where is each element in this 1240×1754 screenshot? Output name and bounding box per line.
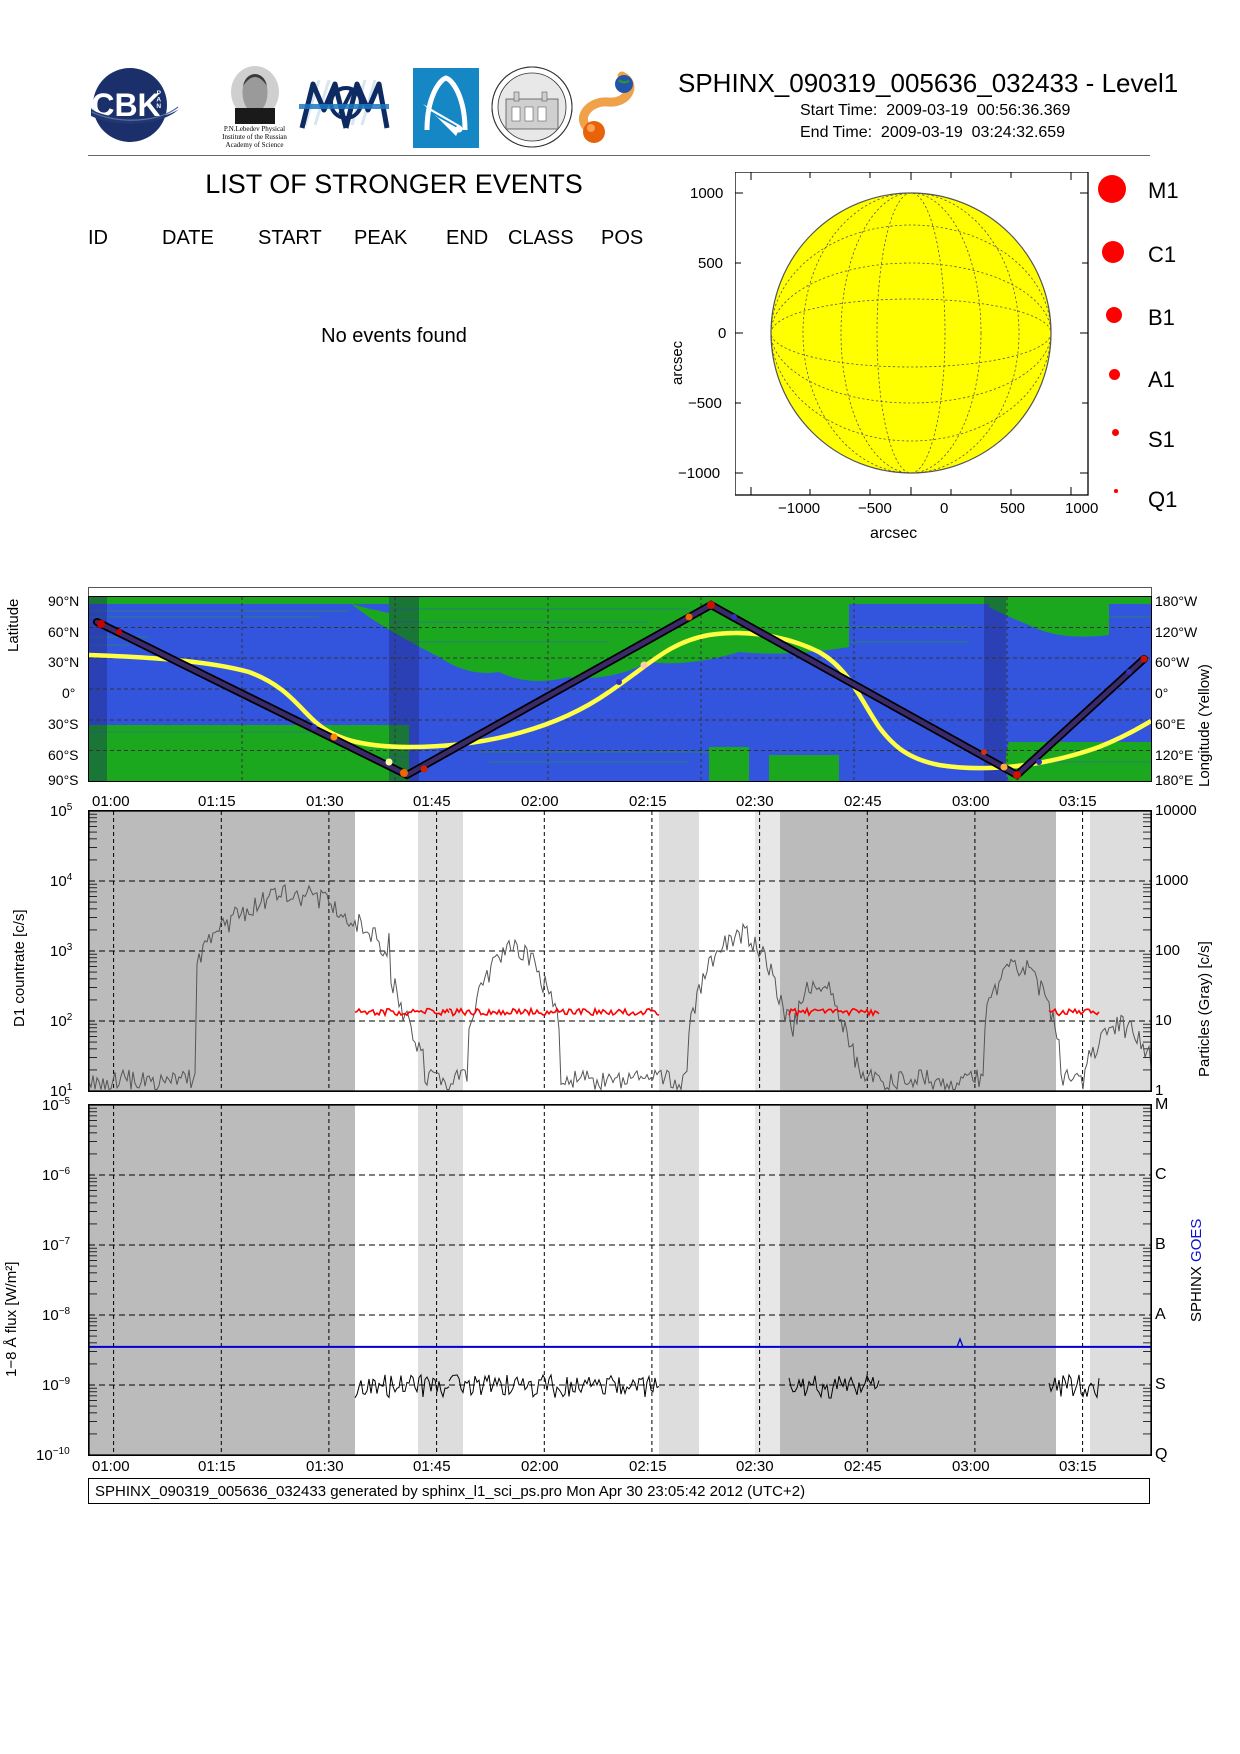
svg-text:PAN: PAN	[156, 90, 161, 110]
